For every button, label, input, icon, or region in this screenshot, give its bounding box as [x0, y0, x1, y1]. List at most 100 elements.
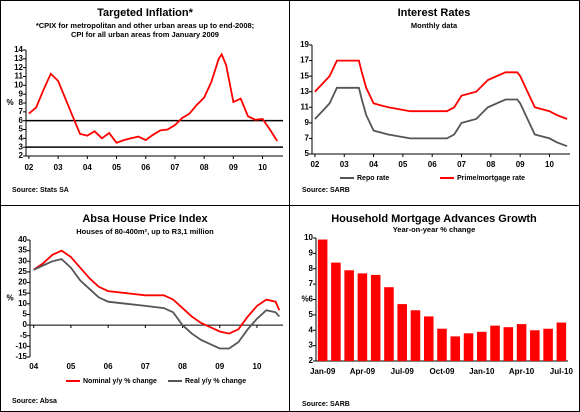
bar	[450, 336, 461, 361]
bar	[437, 328, 447, 361]
legend-label: Nominal y/y % change	[83, 378, 157, 385]
y-tick-label: 5	[19, 125, 24, 134]
y-tick-label: 14	[14, 45, 23, 54]
y-tick-label: -10	[15, 341, 27, 350]
bar	[423, 316, 434, 361]
y-tick-label: 25	[18, 267, 27, 276]
y-tick-label: 6	[309, 295, 314, 304]
source-note: Source: Absa	[12, 398, 57, 405]
y-tick-label: 5	[309, 310, 314, 319]
chart-subtitle: Houses of 80-400m², up to R3,1 million	[76, 227, 214, 236]
x-tick-label: Apr-09	[350, 367, 376, 376]
x-tick-label: 08	[486, 160, 495, 169]
x-tick-label: 02	[24, 163, 33, 172]
y-tick-label: 7	[19, 107, 24, 116]
y-tick-label: 20	[18, 278, 27, 287]
y-tick-label: 13	[14, 54, 23, 63]
x-tick-label: 04	[369, 160, 378, 169]
line-series	[33, 249, 281, 335]
bar	[331, 262, 341, 361]
y-tick-label: 8	[19, 98, 24, 107]
bar	[410, 310, 421, 361]
y-tick-label: 15	[300, 71, 309, 80]
y-axis-label: %	[301, 295, 308, 304]
y-tick-label: 11	[15, 72, 24, 81]
y-tick-label: 0	[23, 320, 28, 329]
line-series	[314, 86, 568, 148]
y-tick-label: 17	[300, 56, 309, 65]
x-tick-label: Jan-10	[469, 367, 495, 376]
legend-label: Prime/mortgage rate	[457, 175, 525, 182]
line-series	[33, 258, 280, 350]
y-tick-label: 3	[309, 341, 314, 350]
y-tick-label: 9	[309, 248, 314, 257]
chart-subtitle: *CPIX for metropolitan and other urban a…	[36, 21, 254, 30]
bar	[384, 287, 394, 361]
bar	[530, 330, 540, 361]
y-tick-label: 19	[300, 40, 309, 49]
chart-title: Absa House Price Index	[82, 213, 208, 225]
y-tick-label: 9	[305, 118, 310, 127]
x-tick-label: 06	[141, 163, 150, 172]
bar	[490, 325, 500, 361]
y-tick-label: 4	[19, 133, 24, 142]
y-tick-label: 5	[305, 149, 310, 158]
x-tick-label: Oct-09	[430, 367, 455, 376]
chart-title: Targeted Inflation*	[97, 7, 193, 19]
bar	[503, 327, 514, 361]
bar	[463, 333, 474, 361]
y-tick-label: -15	[15, 352, 27, 361]
y-tick-label: 30	[18, 256, 27, 265]
y-tick-label: -5	[20, 331, 28, 340]
x-tick-label: 10	[545, 160, 554, 169]
bar	[543, 328, 553, 361]
x-tick-label: Apr-10	[509, 367, 535, 376]
bar	[556, 322, 567, 361]
source-note: Source: Stats SA	[12, 187, 69, 194]
x-tick-label: 06	[428, 160, 437, 169]
legend-label: Real y/y % change	[185, 378, 246, 385]
y-tick-label: 15	[18, 288, 27, 297]
chart-subtitle: Monthly data	[411, 21, 458, 30]
x-tick-label: 09	[516, 160, 525, 169]
x-tick-label: 05	[398, 160, 407, 169]
y-tick-label: 8	[309, 264, 314, 273]
x-tick-label: 02	[310, 160, 319, 169]
y-tick-label: 35	[18, 246, 27, 255]
y-tick-label: 10	[14, 80, 23, 89]
bar	[370, 274, 381, 361]
chart-subtitle: Year-on-year % change	[393, 225, 476, 234]
bar	[344, 270, 354, 361]
x-tick-label: Jul-10	[550, 367, 574, 376]
x-tick-label: 09	[215, 362, 224, 371]
y-tick-label: 2	[19, 151, 24, 160]
x-tick-label: 03	[340, 160, 349, 169]
x-tick-label: Jul-09	[391, 367, 415, 376]
y-axis-label: %	[6, 98, 13, 107]
y-tick-label: 6	[19, 116, 24, 125]
x-tick-label: 08	[178, 362, 187, 371]
y-tick-label: 2	[309, 356, 314, 365]
line-series	[28, 52, 278, 144]
x-tick-label: Jan-09	[310, 367, 336, 376]
x-tick-label: 10	[253, 362, 262, 371]
y-axis-label: %	[6, 294, 13, 303]
y-tick-label: 7	[305, 134, 310, 143]
bar	[317, 239, 328, 361]
y-tick-label: 40	[18, 235, 27, 244]
chart-subtitle: CPI for all urban areas from January 200…	[71, 30, 219, 39]
y-tick-label: 5	[23, 310, 28, 319]
legend-label: Repo rate	[357, 175, 389, 182]
y-tick-label: 3	[19, 142, 24, 151]
y-tick-label: 7	[309, 279, 314, 288]
line-series	[314, 59, 568, 120]
y-tick-label: 4	[309, 325, 314, 334]
x-tick-label: 04	[83, 163, 92, 172]
y-tick-label: 10	[18, 299, 27, 308]
source-note: Source: SARB	[302, 187, 350, 194]
x-tick-label: 07	[457, 160, 466, 169]
x-tick-label: 07	[141, 362, 150, 371]
x-tick-label: 10	[258, 163, 267, 172]
x-tick-label: 07	[170, 163, 179, 172]
